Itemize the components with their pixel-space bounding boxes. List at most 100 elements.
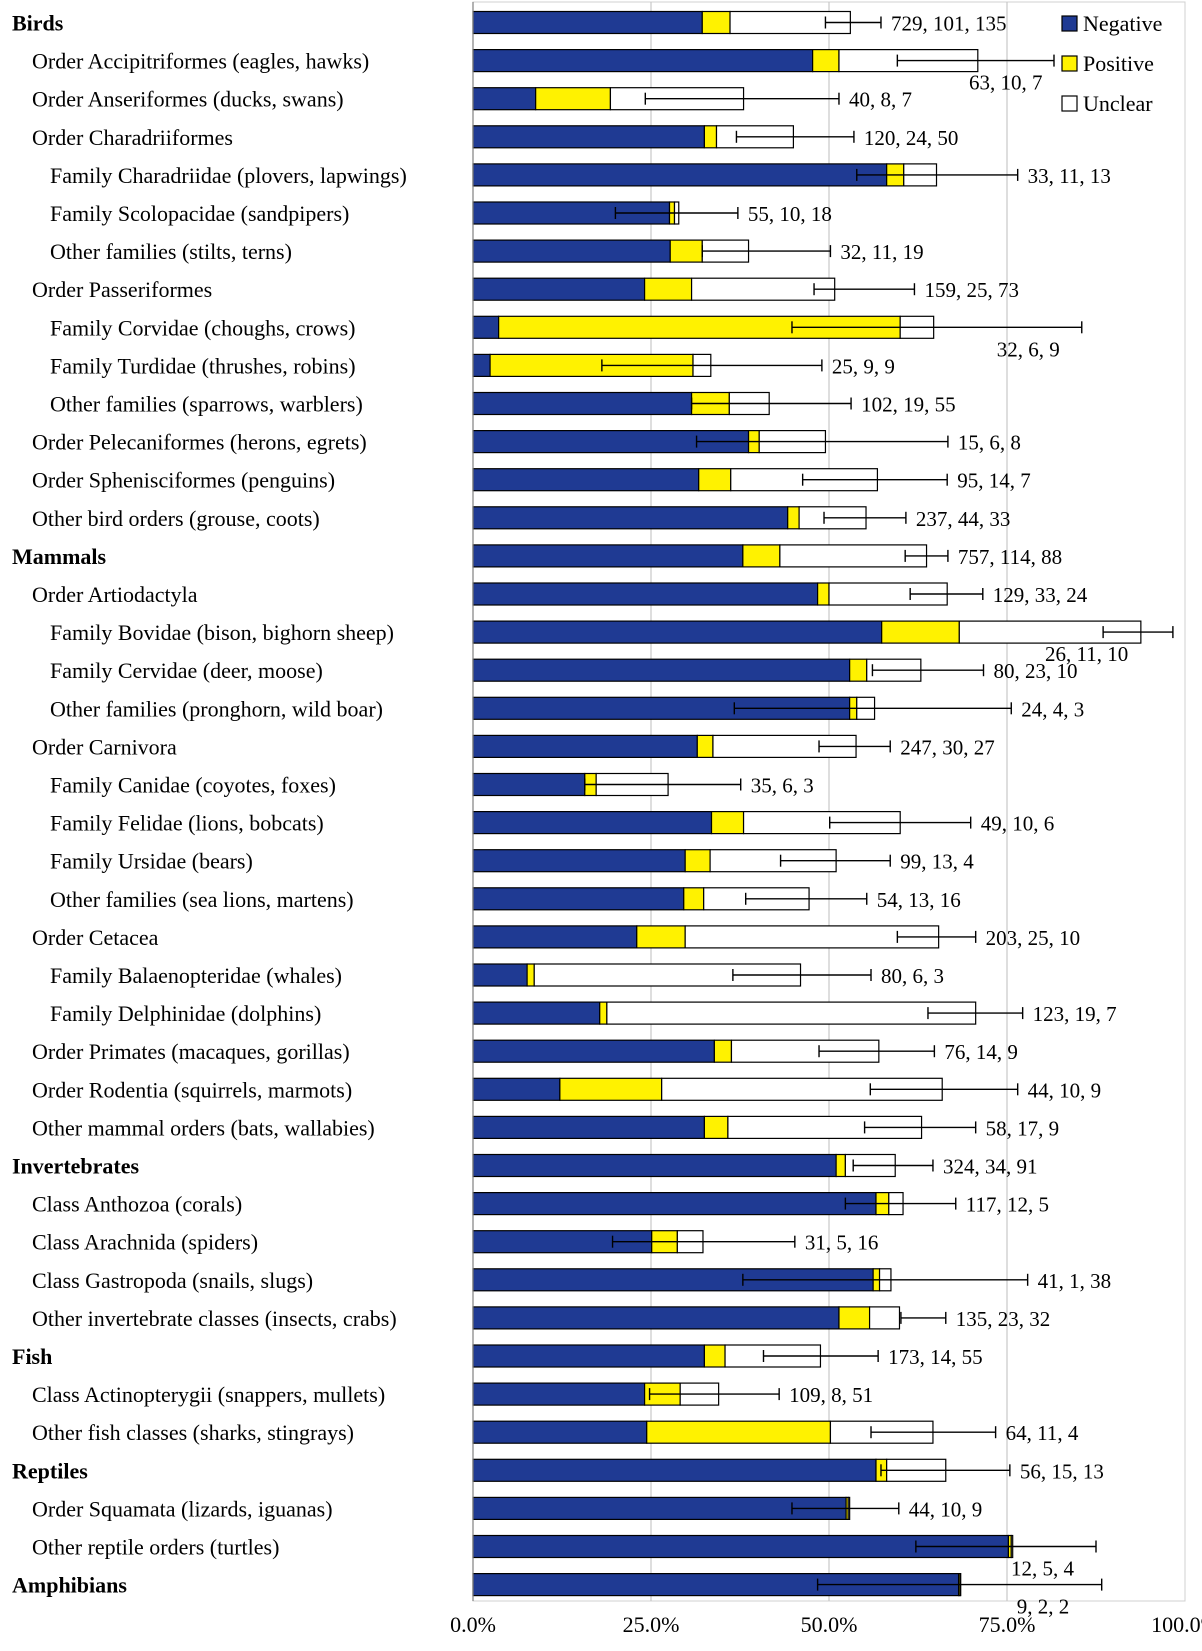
bar-segment-negative xyxy=(472,887,685,911)
count-label: 33, 11, 13 xyxy=(1028,164,1111,188)
bar-segment-positive xyxy=(835,1153,846,1178)
bar-segment-negative xyxy=(472,1115,705,1140)
count-label: 12, 5, 4 xyxy=(1011,1557,1075,1581)
bar-segment-positive xyxy=(849,658,868,682)
category-label: Other bird orders (grouse, coots) xyxy=(32,506,320,531)
category-label: Order Charadriiformes xyxy=(32,125,233,150)
bar-segment-positive xyxy=(669,239,703,263)
count-label: 41, 1, 38 xyxy=(1038,1269,1112,1293)
count-label: 173, 14, 55 xyxy=(888,1345,983,1369)
bar-segment-negative xyxy=(472,1382,646,1406)
bar-segment-negative xyxy=(472,163,888,187)
bar-segment-positive xyxy=(684,849,711,873)
bar-segment-positive xyxy=(526,963,535,987)
category-label: Class Anthozoa (corals) xyxy=(32,1192,242,1217)
category-label: Family Bovidae (bison, bighorn sheep) xyxy=(50,620,394,645)
bar-segment-negative xyxy=(472,87,537,111)
category-label: Order Carnivora xyxy=(32,734,177,759)
bar-segment-negative xyxy=(472,849,686,873)
bar-segment-negative xyxy=(472,353,491,377)
category-label: Family Turdidae (thrushes, robins) xyxy=(50,353,356,378)
bar-segment-positive xyxy=(710,810,745,835)
category-label: Order Rodentia (squirrels, marmots) xyxy=(32,1077,352,1102)
bar-segment-positive xyxy=(703,1344,726,1368)
x-axis-title: Percent of results with significant effe… xyxy=(634,1642,1005,1646)
bar-segment-positive xyxy=(713,1039,733,1063)
bar-segment-positive xyxy=(703,125,718,149)
bar-segment-unclear xyxy=(868,1306,901,1330)
bar-segment-positive xyxy=(812,48,840,73)
bar-segment-negative xyxy=(472,658,851,682)
category-label: Fish xyxy=(12,1344,52,1369)
bar-segment-negative xyxy=(472,1077,561,1101)
category-label: Invertebrates xyxy=(12,1154,140,1179)
bar-segment-positive xyxy=(696,734,714,759)
count-label: 203, 25, 10 xyxy=(986,926,1081,950)
count-label: 32, 11, 19 xyxy=(840,240,923,264)
count-label: 32, 6, 9 xyxy=(997,337,1060,361)
count-label: 95, 14, 7 xyxy=(957,469,1031,493)
count-label: 247, 30, 27 xyxy=(900,735,995,759)
count-label: 25, 9, 9 xyxy=(832,354,895,378)
category-label: Order Sphenisciformes (penguins) xyxy=(32,468,335,493)
error-bars xyxy=(584,16,1174,1591)
bar-segment-positive xyxy=(787,506,800,530)
bar-segment-negative xyxy=(472,810,713,835)
gridlines xyxy=(472,1,1186,1602)
x-tick-label: 100.0% xyxy=(1151,1612,1202,1637)
category-label: Reptiles xyxy=(12,1458,88,1483)
category-label: Family Balaenopteridae (whales) xyxy=(50,963,342,988)
count-label: 159, 25, 73 xyxy=(924,278,1019,302)
count-label: 54, 13, 16 xyxy=(877,888,961,912)
bar-segment-negative xyxy=(472,48,814,73)
bar-segment-unclear xyxy=(690,277,836,301)
category-label: Other families (sea lions, martens) xyxy=(50,887,354,912)
category-label: Other invertebrate classes (insects, cra… xyxy=(32,1306,397,1331)
count-label: 55, 10, 18 xyxy=(748,202,832,226)
count-label: 56, 15, 13 xyxy=(1020,1459,1104,1483)
legend-swatch-positive xyxy=(1061,55,1078,72)
bar-segment-negative xyxy=(472,1191,877,1216)
count-label: 99, 13, 4 xyxy=(900,850,974,874)
count-label: 63, 10, 7 xyxy=(969,71,1042,95)
category-labels: Birds Order Accipitriformes (eagles, hawk… xyxy=(12,11,407,1598)
category-label: Other reptile orders (turtles) xyxy=(32,1535,279,1560)
count-label: 24, 4, 3 xyxy=(1021,697,1084,721)
legend: Negative Positive Unclear xyxy=(1061,11,1162,116)
bar-segment-positive xyxy=(838,1306,871,1330)
category-label: Family Scolopacidae (sandpipers) xyxy=(50,201,349,226)
category-label: Family Felidae (lions, bobcats) xyxy=(50,811,324,836)
count-label: 237, 44, 33 xyxy=(916,507,1011,531)
bar-segment-negative xyxy=(472,963,528,987)
count-label: 26, 11, 10 xyxy=(1045,642,1128,666)
category-label: Other families (stilts, terns) xyxy=(50,239,292,264)
count-label: 44, 10, 9 xyxy=(1028,1078,1102,1102)
category-label: Other fish classes (sharks, stingrays) xyxy=(32,1420,354,1445)
bar-segment-positive xyxy=(599,1001,608,1025)
bar-segment-negative xyxy=(472,734,698,759)
bar-segment-negative xyxy=(472,239,671,263)
count-label: 757, 114, 88 xyxy=(958,545,1062,569)
category-label: Family Delphinidae (dolphins) xyxy=(50,1001,321,1026)
bar-segment-negative xyxy=(472,544,744,568)
bar-segment-negative xyxy=(472,506,789,530)
category-label: Family Canidae (coyotes, foxes) xyxy=(50,773,336,798)
bar-segment-positive xyxy=(701,10,731,35)
count-label: 15, 6, 8 xyxy=(958,431,1021,455)
bar-segment-negative xyxy=(472,1306,840,1330)
category-label: Order Passeriformes xyxy=(32,277,212,302)
legend-label-unclear: Unclear xyxy=(1083,91,1153,116)
bar-segment-negative xyxy=(472,391,693,416)
count-label: 117, 12, 5 xyxy=(966,1193,1049,1217)
bar-segment-positive xyxy=(646,1420,832,1444)
category-label: Class Arachnida (spiders) xyxy=(32,1230,258,1255)
category-label: Birds xyxy=(12,11,64,36)
bar-segment-negative xyxy=(472,277,646,301)
bar-segment-unclear xyxy=(606,1001,977,1025)
bar-segment-positive xyxy=(535,87,612,111)
bar-segment-negative xyxy=(472,772,586,797)
bar-segment-negative xyxy=(472,1344,705,1368)
category-label: Class Gastropoda (snails, slugs) xyxy=(32,1268,313,1293)
